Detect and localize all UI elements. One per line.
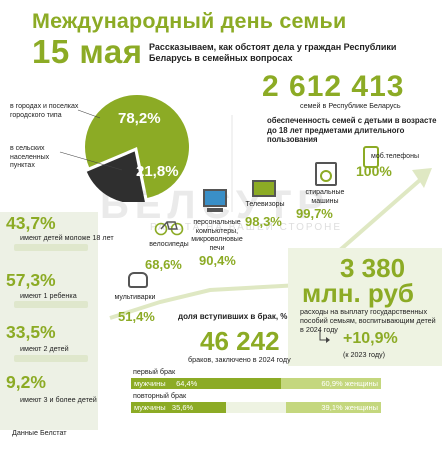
marriages-count: 46 242 [200,326,280,356]
marriage-row-1: мужчины 35,6% 39,1% женщины [131,402,381,413]
marriage-women-bar-0: 60,9% женщины [281,378,381,389]
goods-label-tv: Телевизоры [245,201,285,208]
children-label-2: имеют 2 детей [20,344,69,353]
money-growth-caption: (к 2023 году) [343,350,386,359]
marriage-men-bar-0: мужчины 64,4% [131,378,281,389]
pie-chart [85,95,189,202]
pie-rural-pct: 21,8% [136,163,179,180]
goods-pct-bikes: 68,6% [145,257,182,272]
children-pct-3: 9,2% [6,372,46,392]
goods-label-computers: персональные компьютеры, микроволновые п… [191,219,243,252]
pie-urban-pct: 78,2% [118,110,161,127]
goods-pct-computers: 90,4% [199,253,236,268]
computer-icon [203,189,227,207]
computer-stand-icon [207,208,223,212]
children-pct-2: 33,5% [6,322,56,342]
pie-slice-rural [86,151,145,202]
watermark-slogan: РАБОТА НА ВАШЕЙ СТОРОНЕ [150,222,343,233]
washing-machine-icon [315,162,337,186]
marriages-caption: браков, заключено в 2024 году [188,355,291,364]
tv-icon [252,180,276,197]
marriage-men-bar-1: мужчины 35,6% [131,402,226,413]
money-box [288,248,442,366]
families-count: 2 612 413 [262,70,405,103]
phone-icon [363,146,379,168]
goods-label-bikes: велосипеды [149,241,189,248]
marriages-heading: доля вступивших в брак, % [178,312,288,321]
money-amount-line2: млн. руб [302,278,414,308]
money-growth: +10,9% [343,330,398,347]
children-label-0: имеют детей моложе 18 лет [20,233,114,242]
children-bar-2 [14,355,88,362]
pie-slice-urban [85,95,189,198]
goods-heading: обеспеченность семей с детьми в возрасте… [267,116,437,144]
page-date: 15 мая [32,33,143,70]
marriage-row-label-0: первый брак [133,367,176,376]
pie-urban-label: в городах и поселках городского типа [10,103,79,119]
children-pct-1: 57,3% [6,270,56,290]
multicooker-icon [128,272,148,288]
goods-pct-phones: 100% [356,163,392,179]
goods-label-washers: стиральные машины [305,189,345,205]
marriage-women-bar-1: 39,1% женщины [286,402,381,413]
goods-pct-washers: 99,7% [296,206,333,221]
goods-pct-tv: 98,3% [245,214,282,229]
page-title: Международный день семьи [32,9,347,33]
pie-rural-label: в сельских населенных пунктах [10,145,50,169]
goods-label-phones: моб.телефоны [371,153,419,160]
arrow-right-icon [319,330,330,343]
children-label-1: имеют 1 ребенка [20,291,77,300]
children-bar-1 [14,301,88,308]
marriage-row-label-1: повторный брак [133,391,187,400]
children-bar-0 [14,244,88,251]
marriage-gap-1 [226,402,286,413]
bicycle-icon [154,221,184,236]
money-caption: расходы на выплату государственных пособ… [300,307,436,334]
children-label-3: имеют 3 и более детей [20,395,97,404]
page-subtitle: Рассказываем, как обстоят дела у граждан… [149,42,397,63]
goods-label-multicookers: мультиварки [114,294,156,301]
money-amount-line1: 3 380 [340,253,406,283]
families-caption: семей в Республике Беларусь [300,101,401,110]
children-pct-0: 43,7% [6,213,56,233]
marriage-row-0: мужчины 64,4% 60,9% женщины [131,378,381,389]
goods-pct-multicookers: 51,4% [118,309,155,324]
source-note: Данные Белстат [12,428,67,437]
